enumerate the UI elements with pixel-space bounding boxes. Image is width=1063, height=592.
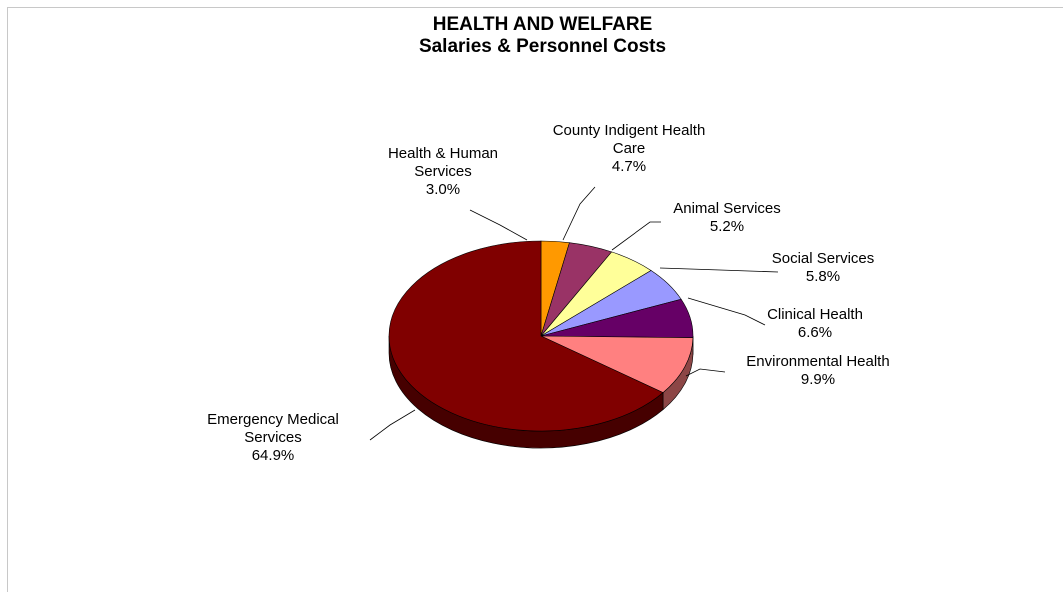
chart-title-line-1: HEALTH AND WELFARE — [432, 14, 653, 35]
leader-line-2 — [611, 221, 661, 251]
leader-line-3 — [659, 267, 779, 273]
leader-line-1 — [562, 186, 596, 241]
data-label-percent: 64.9% — [252, 447, 295, 464]
leader-line-0 — [469, 209, 528, 241]
data-label-emergency-medical-services: Emergency Medical Services 64.9% — [207, 411, 339, 464]
chart-subtitle: Salaries & Personnel Costs — [418, 36, 667, 57]
data-label-name: Clinical Health — [767, 306, 863, 323]
data-label-health-human-services: Health & Human Services 3.0% — [388, 145, 498, 198]
data-label-environmental-health: Environmental Health 9.9% — [746, 353, 889, 388]
leader-lines — [369, 186, 779, 441]
data-label-name: County Indigent Health — [553, 122, 706, 139]
data-label-name: Health & Human — [388, 145, 498, 162]
data-label-percent: 5.8% — [806, 268, 840, 285]
data-label-name: Services — [414, 163, 472, 180]
pie-slice-environmental-health — [540, 335, 694, 393]
data-label-percent: 3.0% — [426, 181, 460, 198]
data-label-name: Services — [244, 429, 302, 446]
data-label-name: Care — [613, 140, 646, 157]
data-label-percent: 9.9% — [801, 371, 835, 388]
data-label-name: Emergency Medical — [207, 411, 339, 428]
leader-line-6 — [369, 409, 416, 441]
leader-line-5 — [685, 368, 726, 377]
data-label-animal-services: Animal Services 5.2% — [673, 200, 781, 235]
leader-line-4 — [687, 297, 766, 326]
pie-slices — [388, 240, 694, 432]
data-label-name: Environmental Health — [746, 353, 889, 370]
data-labels: Health & Human Services 3.0%County Indigen… — [207, 122, 890, 464]
data-label-name: Social Services — [772, 250, 875, 267]
data-label-percent: 4.7% — [612, 158, 646, 175]
data-label-clinical-health: Clinical Health 6.6% — [767, 306, 863, 341]
chart-title: HEALTH AND WELFARE Salaries & Personnel … — [0, 14, 1063, 58]
pie-slice-emergency-medical-services — [388, 240, 664, 432]
data-label-county-indigent-health-care: County Indigent Health Care 4.7% — [553, 122, 706, 175]
data-label-percent: 6.6% — [798, 324, 832, 341]
data-label-name: Animal Services — [673, 200, 781, 217]
data-label-social-services: Social Services 5.8% — [772, 250, 875, 285]
data-label-percent: 5.2% — [710, 218, 744, 235]
